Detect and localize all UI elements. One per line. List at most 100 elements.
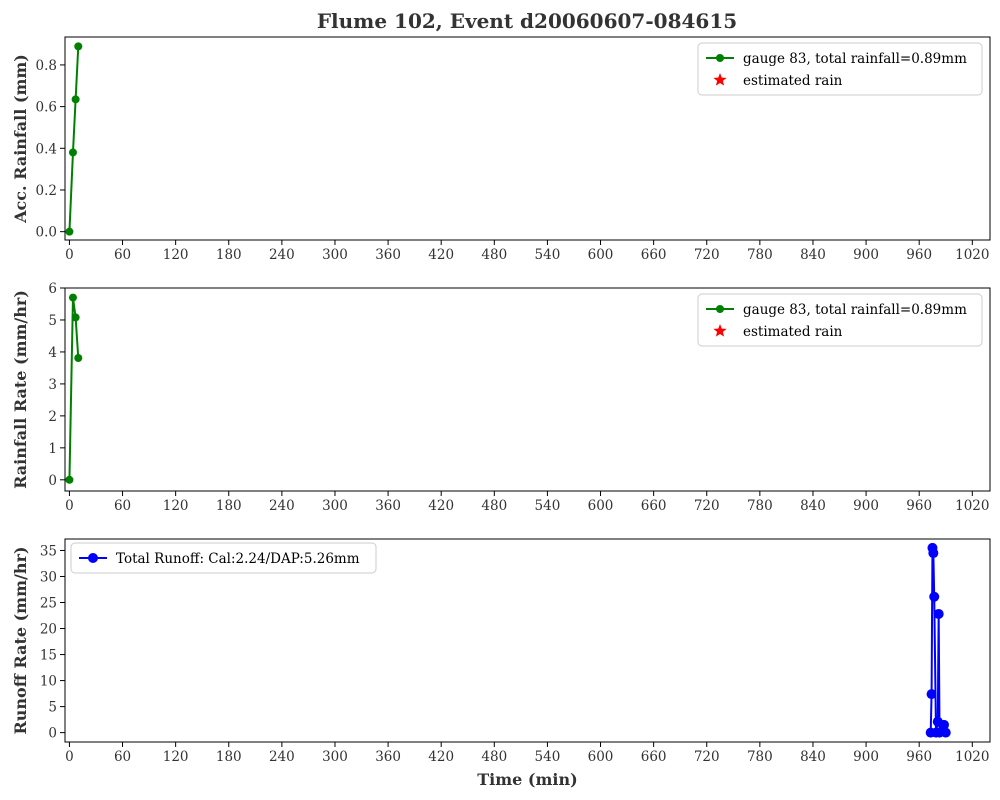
legend-label: gauge 83, total rainfall=0.89mm	[743, 51, 967, 67]
legend-box	[70, 542, 377, 574]
x-tick-label: 120	[163, 498, 189, 514]
x-tick-label: 960	[906, 498, 932, 514]
x-tick-label: 1020	[955, 749, 989, 765]
y-tick-label: 35	[40, 543, 57, 559]
x-tick-label: 840	[800, 749, 826, 765]
data-point	[929, 591, 940, 602]
y-tick-label: 0.8	[36, 58, 57, 74]
y-tick-label: 0.4	[36, 141, 57, 157]
x-tick-label: 420	[428, 247, 454, 263]
x-tick-label: 360	[375, 749, 401, 765]
x-tick-label: 600	[588, 749, 614, 765]
plot-frame	[64, 287, 991, 492]
x-tick-label: 480	[481, 247, 507, 263]
data-point	[71, 313, 80, 322]
x-tick-label: 120	[163, 247, 189, 263]
x-tick-label: 1020	[955, 498, 989, 514]
x-tick-label: 420	[428, 749, 454, 765]
legend-marker-icon	[716, 54, 724, 62]
y-tick-label: 0.6	[36, 100, 57, 116]
x-tick-label: 720	[694, 247, 720, 263]
y-tick-label: 10	[40, 674, 57, 690]
legend-star-icon	[713, 73, 727, 86]
x-tick-label: 180	[216, 498, 242, 514]
x-tick-label: 600	[588, 247, 614, 263]
legend-label: estimated rain	[743, 324, 843, 340]
data-point	[65, 475, 74, 484]
x-tick-label: 600	[588, 498, 614, 514]
legend-box	[697, 293, 983, 347]
y-tick-label: 5	[48, 313, 57, 329]
x-tick-label: 240	[269, 247, 295, 263]
x-tick-label: 840	[800, 247, 826, 263]
data-point	[926, 689, 937, 700]
y-tick-label: 0.0	[36, 225, 57, 241]
x-tick-label: 780	[747, 247, 773, 263]
legend-marker-icon	[88, 553, 98, 563]
y-tick-label: 4	[48, 345, 57, 361]
y-axis-label: Rainfall Rate (mm/hr)	[11, 290, 30, 489]
x-tick-label: 120	[163, 749, 189, 765]
legend-label: Total Runoff: Cal:2.24/DAP:5.26mm	[116, 551, 360, 567]
data-point	[933, 608, 944, 619]
y-tick-label: 0	[48, 726, 57, 742]
plot-frame	[64, 538, 991, 743]
x-tick-label: 540	[535, 247, 561, 263]
series-line	[68, 297, 80, 480]
y-tick-label: 15	[40, 648, 57, 664]
series-line	[929, 547, 947, 737]
data-point	[68, 148, 77, 157]
data-point	[74, 42, 83, 51]
legend-label: gauge 83, total rainfall=0.89mm	[743, 302, 967, 318]
x-tick-label: 900	[853, 749, 879, 765]
x-tick-label: 480	[481, 498, 507, 514]
data-point	[68, 293, 77, 302]
x-tick-label: 60	[114, 749, 131, 765]
x-tick-label: 660	[641, 498, 667, 514]
data-point	[74, 354, 83, 363]
plot-frame	[64, 36, 991, 241]
series-line	[68, 46, 80, 232]
x-tick-label: 960	[906, 749, 932, 765]
y-tick-label: 3	[48, 377, 57, 393]
y-tick-label: 5	[48, 700, 57, 716]
y-tick-label: 1	[48, 441, 57, 457]
y-tick-label: 6	[48, 281, 57, 297]
x-tick-label: 420	[428, 498, 454, 514]
data-point	[940, 727, 951, 738]
y-tick-label: 25	[40, 596, 57, 612]
x-tick-label: 0	[65, 498, 74, 514]
x-tick-label: 60	[114, 247, 131, 263]
x-tick-label: 60	[114, 498, 131, 514]
x-tick-label: 540	[535, 749, 561, 765]
y-tick-label: 0.2	[36, 183, 57, 199]
legend-label: estimated rain	[743, 73, 843, 89]
y-tick-label: 30	[40, 569, 57, 585]
x-tick-label: 300	[322, 498, 348, 514]
data-point	[71, 95, 80, 104]
x-tick-label: 180	[216, 749, 242, 765]
x-tick-label: 720	[694, 749, 720, 765]
x-tick-label: 660	[641, 749, 667, 765]
y-tick-label: 20	[40, 622, 57, 638]
x-tick-label: 480	[481, 749, 507, 765]
x-tick-label: 300	[322, 749, 348, 765]
x-tick-label: 240	[269, 749, 295, 765]
y-tick-label: 0	[48, 473, 57, 489]
data-point	[938, 719, 949, 730]
x-axis-label: Time (min)	[477, 770, 577, 789]
x-tick-label: 960	[906, 247, 932, 263]
x-tick-label: 360	[375, 498, 401, 514]
x-tick-label: 0	[65, 749, 74, 765]
y-axis-label: Acc. Rainfall (mm)	[11, 54, 30, 224]
legend-box	[697, 42, 983, 96]
x-tick-label: 900	[853, 498, 879, 514]
x-tick-label: 1020	[955, 247, 989, 263]
chart-title: Flume 102, Event d20060607-084615	[317, 9, 737, 33]
x-tick-label: 540	[535, 498, 561, 514]
y-axis-label: Runoff Rate (mm/hr)	[11, 546, 30, 734]
x-tick-label: 360	[375, 247, 401, 263]
data-point	[928, 548, 939, 559]
